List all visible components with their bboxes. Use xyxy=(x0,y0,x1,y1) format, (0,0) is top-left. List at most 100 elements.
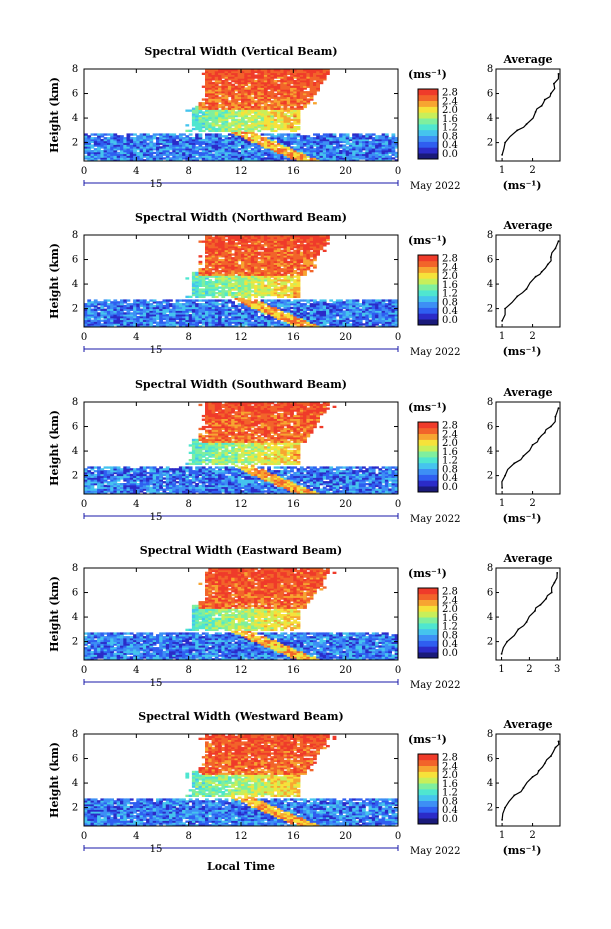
heatmap-cell xyxy=(293,303,298,306)
heatmap-cell xyxy=(106,157,111,160)
heatmap-cell xyxy=(156,142,160,145)
heatmap-cell xyxy=(231,317,235,321)
heatmap-cell xyxy=(214,325,219,328)
heatmap-cell xyxy=(133,314,137,317)
heatmap-cell xyxy=(221,115,226,118)
heatmap-cell xyxy=(97,317,101,321)
heatmap-cell xyxy=(208,282,213,286)
heatmap-cell xyxy=(283,104,288,107)
heatmap-cell xyxy=(152,308,157,311)
heatmap-cell xyxy=(129,151,134,155)
heatmap-cell xyxy=(87,137,92,140)
heatmap-cell xyxy=(156,312,160,315)
heatmap-cell xyxy=(234,74,239,77)
heatmap-cell xyxy=(263,258,268,262)
heatmap-cell xyxy=(277,91,281,94)
heatmap-cell xyxy=(306,74,311,77)
heatmap-cell xyxy=(198,299,203,302)
heatmap-cell xyxy=(218,70,222,74)
heatmap-cell xyxy=(368,303,373,306)
heatmap-cell xyxy=(241,295,245,298)
heatmap-cell xyxy=(123,142,128,145)
heatmap-cell xyxy=(299,316,304,319)
heatmap-cell xyxy=(149,317,154,321)
heatmap-cell xyxy=(191,115,196,118)
heatmap-cell xyxy=(227,124,232,127)
heatmap-cell xyxy=(270,127,275,131)
heatmap-cell xyxy=(224,92,229,96)
heatmap-cell xyxy=(290,262,294,265)
heatmap-cell xyxy=(365,159,370,162)
heatmap-cell xyxy=(306,314,311,317)
heatmap-cell xyxy=(237,87,242,90)
colorbar-tick-label: 2.4 xyxy=(442,96,458,107)
heatmap-cell xyxy=(250,135,255,138)
heatmap-cell xyxy=(293,113,298,116)
heatmap-cell xyxy=(241,78,245,81)
heatmap-cell xyxy=(309,323,314,326)
heatmap-cell xyxy=(257,242,262,245)
heatmap-cell xyxy=(254,92,258,96)
heatmap-cell xyxy=(267,80,271,83)
heatmap-cell xyxy=(244,290,249,293)
heatmap-cell xyxy=(237,148,242,151)
heatmap-cell xyxy=(110,138,114,142)
heatmap-cell xyxy=(257,288,262,291)
heatmap-cell xyxy=(348,310,353,313)
heatmap-cell xyxy=(267,310,271,313)
heatmap-cell xyxy=(299,242,304,245)
heatmap-cell xyxy=(205,301,209,304)
heatmap-cell xyxy=(142,319,147,322)
heatmap-cell xyxy=(286,122,291,125)
heatmap-cell xyxy=(290,264,294,267)
heatmap-cell xyxy=(290,301,294,304)
heatmap-cell xyxy=(257,264,262,267)
heatmap-cell xyxy=(329,319,334,322)
heatmap-cell xyxy=(247,273,252,276)
heatmap-cell xyxy=(326,317,330,321)
heatmap-cell xyxy=(162,325,167,328)
heatmap-cell xyxy=(313,83,317,86)
heatmap-cell xyxy=(237,251,242,254)
heatmap-cell xyxy=(381,316,386,319)
heatmap-cell xyxy=(290,312,294,315)
heatmap-cell xyxy=(90,137,95,140)
heatmap-cell xyxy=(218,282,222,286)
heatmap-cell xyxy=(84,303,88,306)
heatmap-cell xyxy=(293,151,298,155)
heatmap-cell xyxy=(263,157,268,160)
heatmap-cell xyxy=(371,308,376,311)
heatmap-cell xyxy=(267,127,271,131)
heatmap-cell xyxy=(332,321,337,324)
heatmap-cell xyxy=(221,260,226,264)
heatmap-cell xyxy=(270,157,275,160)
heatmap-cell xyxy=(247,304,252,308)
heatmap-cell xyxy=(90,308,95,311)
heatmap-cell xyxy=(257,72,262,75)
heatmap-cell xyxy=(234,258,239,262)
heatmap-cell xyxy=(113,303,118,306)
heatmap-cell xyxy=(244,264,249,267)
heatmap-cell xyxy=(185,146,190,149)
heatmap-cell xyxy=(280,142,285,145)
heatmap-cell xyxy=(227,293,232,297)
heatmap-cell xyxy=(234,92,239,96)
heatmap-cell xyxy=(250,279,255,282)
heatmap-cell xyxy=(211,105,216,109)
heatmap-cell xyxy=(273,288,278,291)
heatmap-cell xyxy=(231,144,235,147)
heatmap-cell xyxy=(250,301,255,304)
heatmap-cell xyxy=(218,325,222,328)
heatmap-cell xyxy=(375,314,379,317)
heatmap-cell xyxy=(234,85,239,88)
heatmap-cell xyxy=(378,301,383,304)
heatmap-cell xyxy=(120,325,124,328)
heatmap-cell xyxy=(290,118,294,121)
heatmap-cell xyxy=(263,310,268,313)
heatmap-cell xyxy=(198,273,203,276)
heatmap-cell xyxy=(299,159,304,162)
heatmap-cell xyxy=(195,284,199,287)
heatmap-cell xyxy=(87,308,92,311)
heatmap-cell xyxy=(273,74,278,77)
heatmap-cell xyxy=(283,319,288,322)
